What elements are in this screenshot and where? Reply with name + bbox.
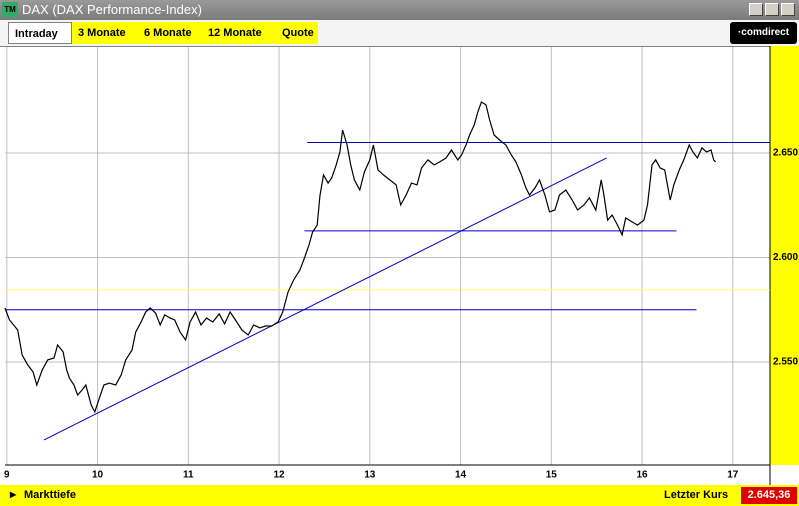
x-tick-label: 16 <box>636 470 648 481</box>
y-tick-label: 2.650 <box>773 148 798 159</box>
y-axis-panel <box>770 46 799 465</box>
price-line <box>4 101 717 414</box>
x-tick-label: 14 <box>455 470 467 481</box>
x-tick-label: 9 <box>4 470 10 481</box>
x-tick-label: 17 <box>727 470 739 481</box>
chart: 9 10 11 12 13 14 15 16 17 2.550 2.600 2.650 <box>4 46 799 485</box>
tab[interactable]: 6 Monate <box>138 22 202 44</box>
x-tick-label: 13 <box>364 470 376 481</box>
status-bar: ▶ Markttiefe Letzter Kurs 2.645,36 <box>0 485 799 506</box>
close-button[interactable] <box>781 3 795 16</box>
tab[interactable]: 3 Monate <box>72 22 138 44</box>
logo: ·comdirect <box>730 22 797 44</box>
trend-line <box>43 157 607 441</box>
y-tick-label: 2.550 <box>773 357 798 368</box>
tab[interactable]: Quote <box>276 22 318 44</box>
maximize-button[interactable] <box>765 3 779 16</box>
x-tick-label: 12 <box>273 470 285 481</box>
tab-bar: Intraday 3 Monate 6 Monate 12 Monate Quote <box>0 20 799 47</box>
x-tick-label: 15 <box>546 470 558 481</box>
arrow-icon: ▶ <box>10 490 17 499</box>
last-price-label: Letzter Kurs <box>664 489 729 501</box>
y-tick-label: 2.600 <box>773 252 798 263</box>
markttiefe-link[interactable]: Markttiefe <box>24 489 76 501</box>
last-price-value: 2.645,36 <box>741 487 797 504</box>
tab[interactable]: 12 Monate <box>202 22 276 44</box>
title-bar: TM DAX (DAX Performance-Index) <box>0 0 799 20</box>
x-tick-label: 11 <box>183 470 194 481</box>
x-tick-label: 10 <box>92 470 104 481</box>
minimize-button[interactable] <box>749 3 763 16</box>
tab[interactable]: Intraday <box>8 22 72 44</box>
window-title: DAX (DAX Performance-Index) <box>22 2 202 17</box>
app-icon: TM <box>2 2 18 17</box>
